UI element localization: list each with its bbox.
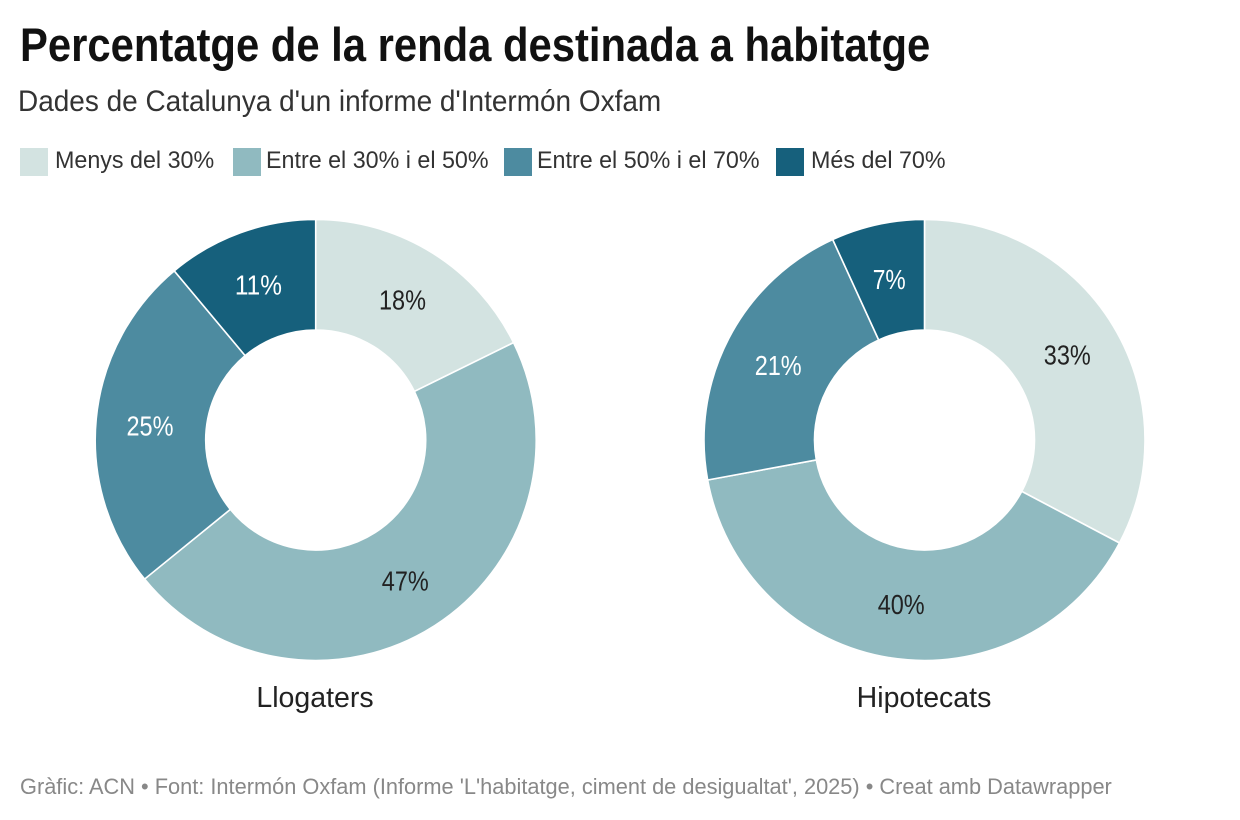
svg-text:21%: 21% <box>755 350 802 381</box>
svg-text:7%: 7% <box>873 264 906 295</box>
svg-text:33%: 33% <box>1044 339 1091 370</box>
svg-text:25%: 25% <box>127 410 174 441</box>
svg-text:11%: 11% <box>235 270 282 301</box>
svg-text:40%: 40% <box>878 589 925 620</box>
svg-text:18%: 18% <box>379 285 426 316</box>
svg-text:47%: 47% <box>382 565 429 596</box>
